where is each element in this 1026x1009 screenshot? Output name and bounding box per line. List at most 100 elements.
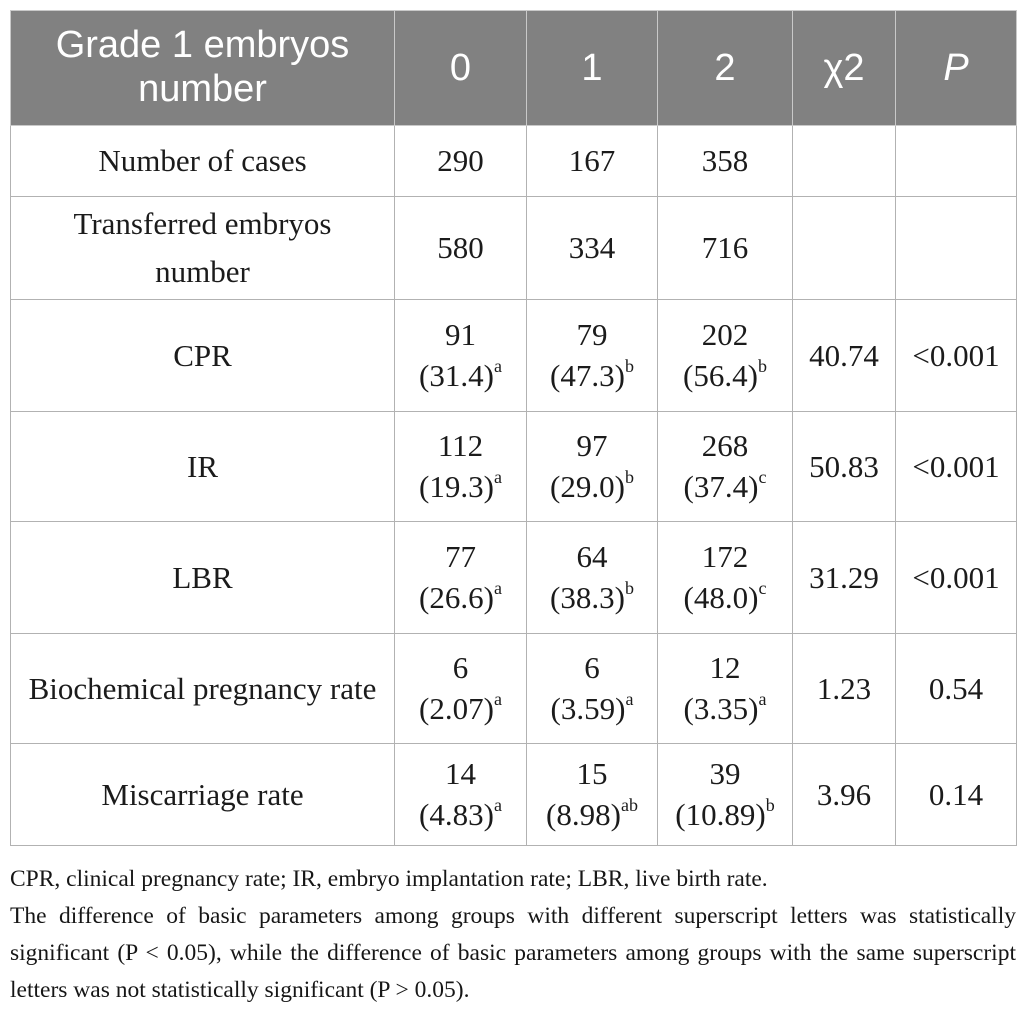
cell-value: 167 [568,143,616,178]
cell-count: 14 [445,756,476,792]
p-cell-empty [895,125,1017,197]
cell-percent: (37.4)c [658,467,792,507]
table-row-biochemical-pregnancy-rate: Biochemical pregnancy rate 6 (2.07)a 6 (3.… [10,633,1017,744]
data-cell: 268 (37.4)c [657,411,793,522]
table-row-number-of-cases: Number of cases 290 167 358 [10,125,1017,197]
cell-superscript: a [493,356,502,377]
header-cell-label: Grade 1 embryos number [10,10,395,126]
cell-percent: (38.3)b [527,578,657,618]
table-row-lbr: LBR 77 (26.6)a 64 (38.3)b 172 (48.0)c 31.29… [10,521,1017,634]
data-cell: 334 [526,196,658,300]
cell-superscript: a [493,467,502,488]
cell-percent: (3.59)a [527,689,657,729]
percent-value: (37.4) [683,468,759,504]
table-row-ir: IR 112 (19.3)a 97 (29.0)b 268 (37.4)c 50.83… [10,411,1017,522]
footnotes: CPR, clinical pregnancy rate; IR, embryo… [10,861,1016,1009]
percent-value: (29.0) [550,468,625,504]
percent-value: (3.35) [683,690,759,726]
data-cell: 12 (3.35)a [657,633,793,744]
p-cell: 0.54 [895,633,1017,744]
cell-count: 172 [701,539,749,575]
table-row-cpr: CPR 91 (31.4)a 79 (47.3)b 202 (56.4)b 40.74… [10,299,1017,412]
percent-value: (2.07) [419,690,494,726]
row-label: Biochemical pregnancy rate [28,670,377,706]
chi2-cell: 3.96 [792,743,896,846]
cell-superscript: a [625,689,634,710]
header-cell-p: P [895,10,1017,126]
cell-superscript: a [493,795,502,816]
data-cell: 167 [526,125,658,197]
row-label: Number of cases [98,143,307,178]
header-cell-chi2: χ2 [792,10,896,126]
p-cell: <0.001 [895,521,1017,634]
row-label-cell: Transferred embryos number [10,196,395,300]
cell-percent: (2.07)a [395,689,526,729]
percent-value: (47.3) [550,357,625,393]
cell-superscript: b [624,467,634,488]
percent-value: (4.83) [419,796,494,832]
row-label-cell: Biochemical pregnancy rate [10,633,395,744]
cell-percent: (47.3)b [527,356,657,396]
cell-count: 6 [584,650,600,686]
row-label-cell: Number of cases [10,125,395,197]
cell-count: 12 [709,650,741,686]
data-cell: 14 (4.83)a [394,743,527,846]
cell-superscript: ab [620,795,638,816]
cell-count: 77 [445,539,476,575]
cell-value: 290 [437,143,484,178]
row-label-cell: IR [10,411,395,522]
cell-percent: (26.6)a [395,578,526,618]
cell-count: 6 [452,650,469,686]
p-cell: <0.001 [895,299,1017,412]
percent-value: (26.6) [419,579,494,615]
data-cell: 91 (31.4)a [394,299,527,412]
footnote-significance: The difference of basic parameters among… [10,903,1016,1003]
cell-percent: (10.89)b [658,795,792,835]
cell-percent: (56.4)b [658,356,792,396]
cell-value: 334 [568,230,616,265]
percent-value: (48.0) [683,579,759,615]
cell-percent: (3.35)a [658,689,792,729]
percent-value: (10.89) [675,796,766,832]
cell-value: 716 [701,230,749,265]
chi2-cell: 50.83 [792,411,896,522]
percent-value: (3.59) [550,690,626,726]
cell-value: 580 [437,230,484,265]
data-cell: 79 (47.3)b [526,299,658,412]
cell-percent: (48.0)c [658,578,792,618]
data-cell: 97 (29.0)b [526,411,658,522]
data-cell: 112 (19.3)a [394,411,527,522]
cell-count: 112 [437,428,484,464]
cell-percent: (8.98)ab [527,795,657,835]
table-header: Grade 1 embryos number 0 1 2 χ2 P [10,10,1017,126]
data-cell: 64 (38.3)b [526,521,658,634]
row-label: Miscarriage rate [101,776,304,812]
table-body: Number of cases 290 167 358 Transferred … [10,125,1017,846]
p-cell: <0.001 [895,411,1017,522]
cell-percent: (29.0)b [527,467,657,507]
data-cell: 716 [657,196,793,300]
percent-value: (31.4) [419,357,494,393]
cell-count: 91 [445,317,476,353]
cell-percent: (31.4)a [395,356,526,396]
cell-superscript: a [493,689,502,710]
table-row-transferred-embryos: Transferred embryos number 580 334 716 [10,196,1017,300]
cell-superscript: b [624,356,634,377]
row-label: Transferred embryos number [73,205,332,289]
results-table: Grade 1 embryos number 0 1 2 χ2 P Number… [10,10,1017,846]
header-cell-group-1: 1 [526,10,658,126]
percent-value: (38.3) [550,579,625,615]
cell-count: 268 [701,428,749,464]
data-cell: 202 (56.4)b [657,299,793,412]
header-label-text: Grade 1 embryos number [55,24,350,110]
cell-count: 64 [576,539,608,575]
row-label: IR [187,448,218,484]
footnote-abbreviations: CPR, clinical pregnancy rate; IR, embryo… [10,866,768,892]
row-label-cell: LBR [10,521,395,634]
cell-value: 358 [701,143,749,178]
row-label-cell: CPR [10,299,395,412]
cell-percent: (4.83)a [395,795,526,835]
header-cell-group-0: 0 [394,10,527,126]
cell-count: 202 [701,317,749,353]
